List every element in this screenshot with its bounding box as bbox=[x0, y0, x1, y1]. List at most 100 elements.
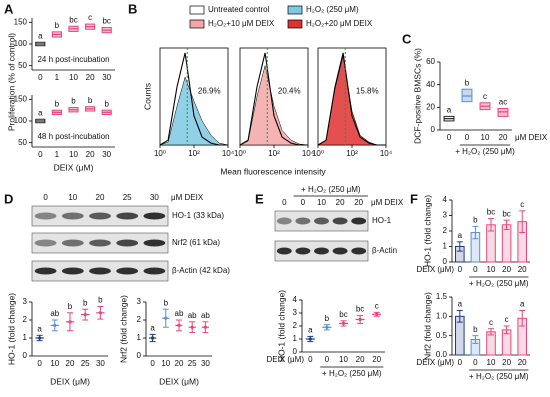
x-tick-label: 20 bbox=[502, 358, 511, 367]
x-tick-label: 10² bbox=[346, 149, 358, 158]
x-axis-label: DEIX (μM) bbox=[159, 376, 199, 386]
histogram-curve bbox=[239, 52, 308, 146]
y-tick-label: 3 bbox=[443, 211, 448, 220]
x-tick-label: 20 bbox=[502, 265, 511, 274]
y-tick-label: 1.5 bbox=[436, 292, 448, 301]
y-tick-label: 150 bbox=[14, 17, 28, 26]
band bbox=[61, 239, 84, 247]
y-tick-label: 0 bbox=[293, 347, 298, 356]
x-tick-label: 30 bbox=[102, 73, 111, 82]
band bbox=[276, 247, 292, 255]
significance-letter: b bbox=[465, 78, 470, 87]
x-tick-label: 10 bbox=[69, 73, 78, 82]
annotation: 48 h post-incubation bbox=[37, 132, 109, 141]
significance-letter: a bbox=[37, 324, 42, 333]
band bbox=[276, 217, 292, 225]
x-tick-label: 0 bbox=[458, 358, 463, 367]
group-label: + H₂O₂ (250 μM) bbox=[455, 147, 515, 156]
y-tick-label: 1 bbox=[23, 333, 28, 342]
band bbox=[295, 217, 311, 225]
percentage: 26.9% bbox=[198, 87, 221, 96]
significance-letter: b bbox=[164, 298, 169, 307]
band bbox=[143, 212, 166, 220]
x-tick-label: 25 bbox=[188, 359, 197, 368]
x-tick-label: 20 bbox=[356, 355, 365, 364]
x-tick-label: 0 bbox=[447, 133, 452, 142]
significance-letter: b bbox=[68, 302, 73, 311]
significance-letter: b bbox=[104, 99, 109, 108]
significance-letter: ab bbox=[50, 309, 59, 318]
band bbox=[89, 239, 111, 247]
y-tick-label: 20 bbox=[426, 102, 435, 111]
x-tick-label: 30 bbox=[96, 359, 105, 368]
y-tick-label: 1 bbox=[293, 334, 298, 343]
y-tick-label: 40 bbox=[426, 80, 435, 89]
y-tick-label: 3 bbox=[137, 297, 142, 306]
legend-label: H₂O₂ (250 μM) bbox=[306, 5, 359, 14]
legend-swatch bbox=[189, 19, 205, 29]
significance-letter: bc bbox=[339, 310, 347, 319]
significance-letter: a bbox=[308, 326, 313, 335]
band bbox=[61, 212, 84, 220]
band bbox=[61, 267, 84, 275]
y-tick-label: 2 bbox=[293, 321, 298, 330]
x-tick-label: 10² bbox=[268, 149, 280, 158]
group-label: + H₂O₂ (250 μM) bbox=[469, 279, 529, 288]
significance-letter: ab bbox=[188, 311, 197, 320]
band bbox=[351, 217, 367, 225]
x-tick-label: 10 bbox=[487, 265, 496, 274]
row-label: Nrf2 (61 kDa) bbox=[172, 238, 220, 247]
panel-label: A bbox=[4, 1, 14, 16]
panel-label: C bbox=[402, 31, 412, 46]
y-tick-label: 1 bbox=[137, 333, 142, 342]
y-tick-label: 60 bbox=[426, 57, 435, 66]
x-tick-label: 30 bbox=[201, 359, 210, 368]
band bbox=[143, 267, 166, 275]
panel-label: E bbox=[255, 191, 264, 206]
y-tick-label: 150 bbox=[14, 94, 28, 103]
y-axis-label: Proliferation (% of control) bbox=[6, 33, 16, 131]
significance-letter: a bbox=[520, 300, 525, 309]
x-tick-label: 10⁰ bbox=[312, 149, 324, 158]
band bbox=[34, 212, 57, 220]
x-tick-label: 0 bbox=[150, 359, 155, 368]
lane-label: 20 bbox=[336, 198, 345, 207]
x-axis-label: DEIX (μM) bbox=[417, 358, 455, 367]
band bbox=[116, 239, 139, 247]
significance-letter: b bbox=[473, 325, 478, 334]
x-tick-label: 10 bbox=[481, 133, 490, 142]
x-tick-label: 1 bbox=[55, 73, 60, 82]
x-axis-label: DEIX (μM) bbox=[417, 265, 455, 274]
significance-letter: a bbox=[150, 324, 155, 333]
y-tick-label: 0 bbox=[431, 125, 436, 134]
y-tick-label: 2 bbox=[137, 315, 142, 324]
y-tick-label: 4 bbox=[443, 195, 448, 204]
y-axis-label: HO-1 (fold change) bbox=[422, 195, 432, 267]
significance-letter: bc bbox=[69, 15, 77, 24]
lane-label: 0 bbox=[301, 198, 306, 207]
band bbox=[116, 212, 139, 220]
legend-label: Untreated control bbox=[208, 5, 270, 14]
panel-label: B bbox=[128, 1, 137, 16]
significance-letter: ab bbox=[201, 311, 210, 320]
x-tick-label: 10⁰ bbox=[154, 149, 166, 158]
x-tick-label: 10⁴ bbox=[302, 149, 315, 158]
significance-letter: b bbox=[71, 97, 76, 106]
panel-label: F bbox=[410, 191, 418, 206]
band bbox=[332, 247, 348, 255]
x-tick-label: 0 bbox=[458, 265, 463, 274]
percentage: 15.8% bbox=[356, 87, 379, 96]
lane-label: 10 bbox=[317, 198, 326, 207]
significance-letter: b bbox=[55, 21, 60, 30]
significance-letter: c bbox=[375, 301, 379, 310]
blot-header: + H₂O₂ (250 μM) bbox=[301, 185, 361, 194]
x-tick-label: 20 bbox=[86, 150, 95, 159]
y-axis-label: DCF-positive BMSCs (%) bbox=[412, 48, 422, 144]
significance-letter: a bbox=[458, 300, 463, 309]
significance-letter: b bbox=[98, 296, 103, 305]
x-tick-label: 10 bbox=[50, 359, 59, 368]
percentage: 20.4% bbox=[278, 87, 301, 96]
y-tick-label: 100 bbox=[14, 39, 28, 48]
x-tick-label: 20 bbox=[86, 73, 95, 82]
